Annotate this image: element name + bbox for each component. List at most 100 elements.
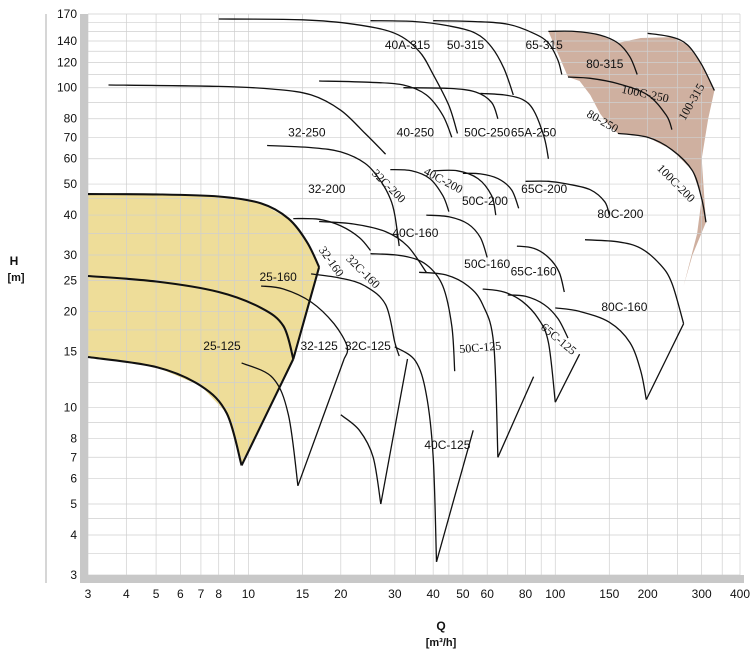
curve-80-315 <box>548 30 638 75</box>
y-tick-label: 30 <box>64 248 78 262</box>
x-tick-label: 40 <box>426 587 440 601</box>
region-label-25-160: 25-160 <box>259 270 297 284</box>
region-label-80c-160: 80C-160 <box>601 300 647 314</box>
curve-40-250 <box>319 80 453 138</box>
curve-25-160 <box>87 274 295 360</box>
y-tick-label: 5 <box>70 497 77 511</box>
curve-32c-200 <box>390 168 450 212</box>
curve-50c-250 <box>403 87 499 119</box>
curve-40c-125-edge <box>435 430 474 562</box>
x-tick-label: 6 <box>177 587 184 601</box>
region-label-50c-250: 50C-250 <box>464 126 510 140</box>
x-axis-label: Q <box>436 619 445 633</box>
x-tick-label: 200 <box>638 587 658 601</box>
axis-bars <box>45 14 744 583</box>
region-label-65a-250: 65A-250 <box>511 126 557 140</box>
curve-65c-125 <box>482 288 556 403</box>
region-label-32-125: 32-125 <box>300 339 338 353</box>
region-label-50c-200: 50C-200 <box>462 194 508 208</box>
region-label-32c-125: 32C-125 <box>345 339 391 353</box>
y-tick-label: 40 <box>64 208 78 222</box>
x-tick-label: 5 <box>153 587 160 601</box>
region-label-40a-315: 40A-315 <box>385 38 431 52</box>
curve-100c-200 <box>617 132 707 223</box>
fill-region-brown <box>548 31 715 287</box>
region-label-32-160: 32-160 <box>316 244 347 280</box>
y-tick-label: 20 <box>64 304 78 318</box>
curve-25-125-right-edge <box>240 358 295 466</box>
x-tick-label: 100 <box>545 587 565 601</box>
y-tick-label: 25 <box>64 273 78 287</box>
curve-32c-125 <box>311 273 400 357</box>
curve-32-160-top <box>293 217 372 251</box>
curve-32-160 <box>261 285 349 360</box>
curve-100-315 <box>647 32 715 91</box>
curve-50c-125-edge <box>497 376 535 458</box>
curve-50c-160 <box>426 214 488 258</box>
x-tick-label: 10 <box>242 587 256 601</box>
curve-80c-200 <box>584 239 685 324</box>
curve-40c-200 <box>433 169 497 216</box>
y-tick-label: 8 <box>70 432 77 446</box>
curve-65c-160 <box>516 245 565 293</box>
x-tick-label: 150 <box>599 587 619 601</box>
region-label-50c-125: 50C-125 <box>459 339 502 357</box>
curve-32c-125-lower <box>340 414 382 505</box>
y-tick-label: 50 <box>64 177 78 191</box>
y-tick-label: 80 <box>64 112 78 126</box>
curve-50c-200 <box>462 172 520 209</box>
region-label-65c-200: 65C-200 <box>521 182 567 196</box>
region-label-50-315: 50-315 <box>447 38 485 52</box>
curve-40a-315 <box>218 18 459 134</box>
x-tick-label: 4 <box>123 587 130 601</box>
x-tick-label: 7 <box>198 587 205 601</box>
region-label-32c-200: 32C-200 <box>369 166 409 206</box>
y-tick-label: 15 <box>64 344 78 358</box>
x-tick-label: 60 <box>481 587 495 601</box>
x-tick-label: 8 <box>215 587 222 601</box>
curve-40c-125 <box>394 346 438 562</box>
curve-80c-160 <box>555 307 647 400</box>
y-tick-label: 140 <box>57 34 77 48</box>
curve-32c-160-upper <box>319 220 427 273</box>
region-label-40c-160: 40C-160 <box>392 226 438 240</box>
curve-65c-125-edge <box>554 353 581 403</box>
x-tick-label: 15 <box>296 587 310 601</box>
region-label-80-315: 80-315 <box>586 57 624 71</box>
y-tick-labels: 3 4 5 7 8 10 15 20 25 30 40 50 60 70 80 100 120 140 170 6 <box>57 7 77 582</box>
region-label-40c-200: 40C-200 <box>422 164 466 196</box>
curve-100c-250 <box>567 76 673 130</box>
x-axis-unit: [m³/h] <box>426 637 457 649</box>
y-axis-unit: [m] <box>7 272 24 284</box>
x-tick-label: 30 <box>388 587 402 601</box>
y-tick-label: 3 <box>70 568 77 582</box>
curve-32c-125-edge <box>380 358 409 505</box>
y-axis-label: H <box>10 254 19 268</box>
x-tick-label: 3 <box>85 587 92 601</box>
region-label-50c-160: 50C-160 <box>464 257 510 271</box>
y-tick-label: 170 <box>57 7 77 21</box>
region-label-40-250: 40-250 <box>397 126 435 140</box>
y-axis-bar <box>80 14 88 583</box>
curve-40c-160 <box>370 253 456 372</box>
x-axis-bar <box>80 575 744 583</box>
y-tick-label: 4 <box>70 528 77 542</box>
highlighted-regions <box>88 31 715 466</box>
y-tick-label: 100 <box>57 81 77 95</box>
y-tick-label: 60 <box>64 152 78 166</box>
y-tick-label: 10 <box>64 401 78 415</box>
curve-50-315 <box>370 20 514 96</box>
curve-65c-160-lower <box>507 294 569 339</box>
y-tick-label: 7 <box>70 450 77 464</box>
curve-32-200 <box>267 144 400 247</box>
curve-65-315 <box>433 20 563 75</box>
y-tick-label: 70 <box>64 130 78 144</box>
y-tick-label: 120 <box>57 55 77 69</box>
curve-80c-160-edge <box>645 323 685 400</box>
x-tick-label: 20 <box>334 587 348 601</box>
x-tick-label: 50 <box>456 587 470 601</box>
region-label-32-200: 32-200 <box>308 182 346 196</box>
x-tick-label: 300 <box>692 587 712 601</box>
region-label-32-250: 32-250 <box>288 126 326 140</box>
